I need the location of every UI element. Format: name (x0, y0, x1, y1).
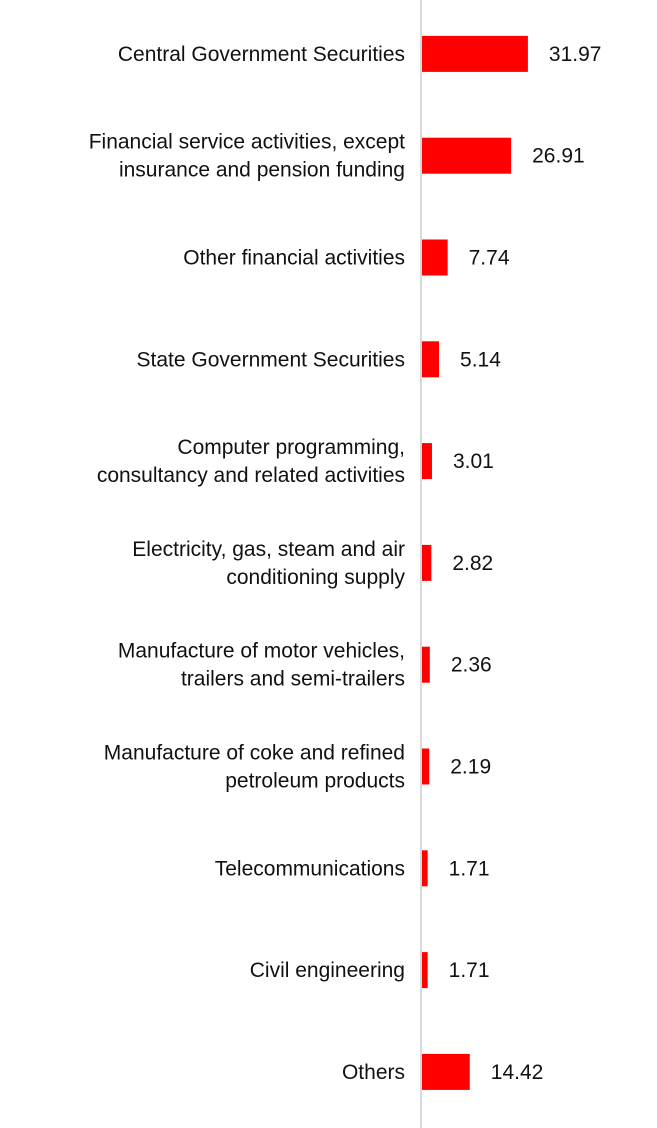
bar-6 (422, 544, 432, 581)
category-label-line: Other financial activities (183, 247, 405, 270)
category-label-line: trailers and semi-trailers (181, 668, 405, 691)
category-label-line: petroleum products (225, 770, 405, 793)
value-label-11: 14.42 (491, 1061, 544, 1084)
category-label-line: Computer programming, (177, 436, 405, 459)
bar-5 (422, 443, 432, 480)
category-label-line: State Government Securities (137, 348, 405, 371)
category-label-line: Manufacture of motor vehicles, (118, 640, 405, 663)
bar-1 (422, 35, 528, 72)
category-label-line: Others (342, 1061, 405, 1084)
bar-10 (422, 952, 428, 989)
value-label-2: 26.91 (532, 145, 585, 168)
bar-11 (422, 1053, 470, 1090)
category-label-line: Civil engineering (250, 959, 405, 982)
category-label-9: Telecommunications (215, 857, 405, 880)
category-label-10: Civil engineering (250, 959, 405, 982)
category-label-line: consultancy and related activities (97, 464, 405, 487)
category-labels-group: Central Government Securities Financial s… (89, 43, 406, 1084)
category-label-line: insurance and pension funding (119, 159, 405, 182)
value-label-7: 2.36 (451, 654, 492, 677)
bar-2 (422, 137, 512, 174)
category-label-4: State Government Securities (137, 348, 405, 371)
category-label-5: Computer programming, consultancy and rel… (97, 436, 405, 487)
value-label-4: 5.14 (460, 348, 501, 371)
bar-3 (422, 239, 448, 276)
bar-8 (422, 748, 430, 785)
category-label-line: Central Government Securities (118, 43, 405, 66)
value-label-6: 2.82 (452, 552, 493, 575)
value-labels-group: 31.97 26.91 7.74 5.14 3.01 2.82 2.36 2.19 1.71 1.… (449, 43, 602, 1084)
bars-group (422, 35, 528, 1090)
category-label-8: Manufacture of coke and refined petroleum… (104, 742, 405, 793)
value-label-8: 2.19 (450, 756, 491, 779)
category-label-1: Central Government Securities (118, 43, 405, 66)
value-label-1: 31.97 (549, 43, 602, 66)
category-label-line: Electricity, gas, steam and air (132, 538, 405, 561)
category-label-2: Financial service activities, except insu… (89, 131, 405, 182)
value-label-5: 3.01 (453, 450, 494, 473)
bar-7 (422, 646, 430, 683)
category-label-line: Manufacture of coke and refined (104, 742, 405, 765)
category-label-6: Electricity, gas, steam and air condition… (132, 538, 405, 589)
value-label-10: 1.71 (449, 959, 490, 982)
value-label-9: 1.71 (449, 857, 490, 880)
value-label-3: 7.74 (469, 247, 510, 270)
category-label-line: conditioning supply (226, 566, 405, 589)
category-label-line: Telecommunications (215, 857, 405, 880)
bar-9 (422, 850, 428, 887)
category-label-line: Financial service activities, except (89, 131, 405, 154)
category-label-3: Other financial activities (183, 247, 405, 270)
bar-4 (422, 341, 440, 378)
category-label-11: Others (342, 1061, 405, 1084)
category-label-7: Manufacture of motor vehicles, trailers a… (118, 640, 405, 691)
